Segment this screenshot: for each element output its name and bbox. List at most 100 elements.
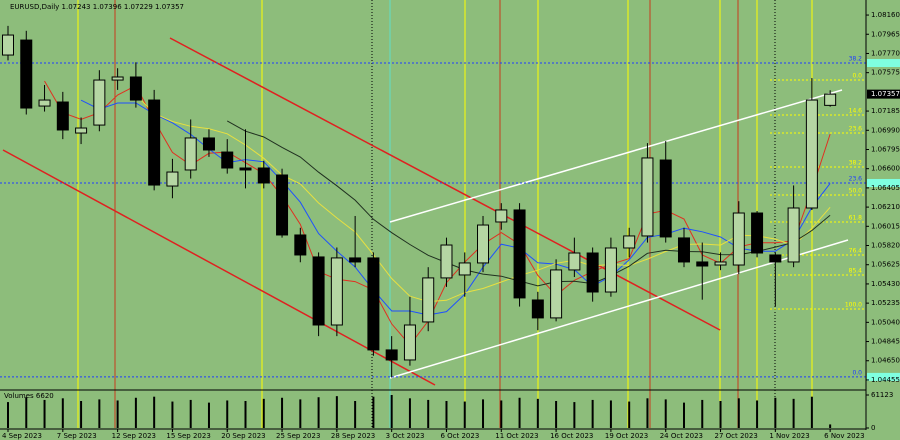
current-price: 1.07357: [871, 90, 900, 98]
y-tick-label: 1.06795: [871, 145, 900, 153]
fib-label: 100.0: [845, 301, 862, 308]
candle-body: [56, 101, 69, 131]
y-tick-label: 1.05235: [871, 299, 900, 307]
x-tick-label: 24 Oct 2023: [660, 432, 703, 440]
candle-body: [221, 151, 234, 169]
fib-levels: 0.0 14.6 23.6 38.2 50.0 61.8 76.4 85.4 100.0 38.2…: [0, 56, 900, 381]
candle-body: [239, 167, 252, 171]
y-tick-label: 1.04845: [871, 338, 900, 346]
candle-body: [550, 269, 563, 319]
y-tick-label: 1.07185: [871, 107, 900, 115]
candle-body: [696, 261, 709, 267]
candle-body: [440, 244, 453, 279]
x-tick-label: 6 Oct 2023: [440, 432, 479, 440]
y-tick-label: 1.06405: [871, 184, 900, 192]
x-tick-label: 3 Oct 2023: [386, 432, 425, 440]
candle-body: [367, 257, 380, 351]
fib-label: 14.6: [849, 108, 863, 115]
candles: [2, 25, 837, 428]
candle-body: [604, 247, 617, 293]
candle-body: [93, 79, 106, 126]
fib-label: 38.2: [849, 160, 863, 167]
candle-body: [257, 167, 270, 184]
candle-body: [751, 212, 764, 254]
candle-body: [422, 277, 435, 323]
y-tick-label: 1.05820: [871, 242, 900, 250]
candle-body: [111, 76, 124, 81]
fib-label: 85.4: [849, 267, 863, 274]
volume-tick-label: 0: [871, 424, 875, 432]
y-tick-label: 1.06015: [871, 222, 900, 230]
candle-body: [824, 93, 837, 106]
candle-body: [38, 99, 51, 107]
candle-body: [641, 157, 654, 237]
candle-body: [513, 209, 526, 299]
fib-label: 76.4: [849, 247, 863, 254]
candle-body: [677, 237, 690, 263]
x-tick-label: 25 Sep 2023: [276, 432, 320, 440]
red-channel-lower: [2, 149, 436, 386]
fib-label: 0.0: [852, 73, 862, 80]
candle-body: [623, 235, 636, 249]
y-tick-label: 1.07965: [871, 30, 900, 38]
candle-body: [294, 234, 307, 256]
fib-label: 0.0: [852, 369, 862, 376]
x-tick-label: 15 Sep 2023: [166, 432, 210, 440]
x-tick-label: 19 Oct 2023: [605, 432, 648, 440]
candle-body: [531, 299, 544, 319]
candle-body: [714, 261, 727, 266]
white-channel-lower: [389, 239, 849, 379]
y-tick-label: 1.04650: [871, 357, 900, 365]
moving-average: [135, 94, 831, 303]
candle-body: [568, 252, 581, 271]
x-tick-label: 20 Sep 2023: [221, 432, 265, 440]
y-tick-label: 1.05430: [871, 280, 900, 288]
fib-label: 23.6: [849, 175, 863, 182]
fib-label: 50.0: [849, 187, 863, 194]
y-tick-label: 1.04455: [871, 376, 900, 384]
fib-label: 23.6: [849, 126, 863, 133]
candle-body: [20, 39, 33, 109]
x-tick-label: 11 Oct 2023: [495, 432, 538, 440]
fib-label: 61.8: [849, 214, 863, 221]
axes: 1.08160 1.07965 1.07770 1.07575 1.07185 1.069…: [2, 11, 900, 440]
channels: [2, 37, 849, 386]
candle-body: [403, 324, 416, 361]
moving-average: [44, 80, 831, 346]
volume-tick-label: 61123: [871, 391, 893, 399]
fib-highlight: [867, 59, 900, 68]
candle-body: [184, 137, 197, 171]
red-channel-upper: [169, 37, 721, 331]
moving-average: [226, 120, 831, 287]
candle-body: [75, 127, 88, 134]
candle-body: [129, 76, 142, 101]
fib-label: 38.2: [849, 56, 863, 63]
candle-body: [385, 349, 398, 361]
candle-body: [349, 257, 362, 263]
x-tick-label: 1 Nov 2023: [769, 432, 809, 440]
moving-averages: [44, 80, 831, 346]
candle-body: [276, 174, 289, 236]
x-tick-label: 16 Oct 2023: [550, 432, 593, 440]
chart-title: EURUSD,Daily 1.07243 1.07396 1.07229 1.0…: [10, 3, 184, 11]
current-price-box: [867, 89, 900, 99]
x-tick-label: 4 Sep 2023: [2, 432, 42, 440]
fib-highlight: [867, 178, 900, 187]
y-tick-label: 1.06600: [871, 165, 900, 173]
x-tick-label: 28 Sep 2023: [331, 432, 375, 440]
y-tick-label: 1.05040: [871, 318, 900, 326]
candle-body: [202, 137, 215, 151]
x-tick-label: 6 Nov 2023: [824, 432, 864, 440]
x-tick-label: 12 Sep 2023: [112, 432, 156, 440]
candle-body: [769, 254, 782, 263]
fib-highlight: [867, 372, 900, 381]
white-channel-upper: [389, 89, 843, 223]
candle-body: [477, 224, 490, 264]
y-tick-label: 1.06990: [871, 126, 900, 134]
x-tick-label: 27 Oct 2023: [715, 432, 758, 440]
candle-body: [330, 257, 343, 326]
x-tick-label: 7 Sep 2023: [57, 432, 97, 440]
y-tick-label: 1.07770: [871, 49, 900, 57]
candle-body: [148, 99, 161, 186]
